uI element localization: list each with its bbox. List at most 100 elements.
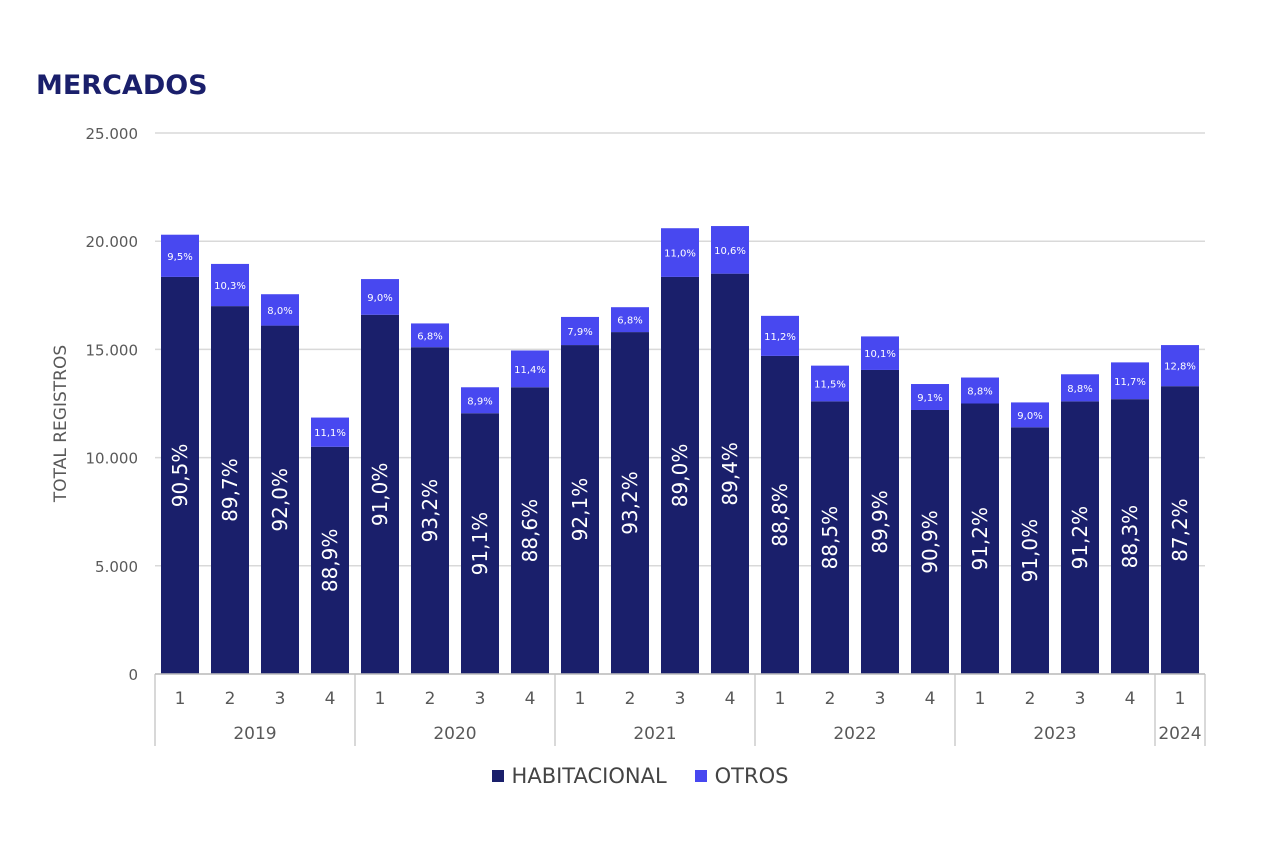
data-label-otros: 9,0% [367,293,392,304]
chart-title: MERCADOS [36,70,208,101]
y-tick-label: 5.000 [95,558,138,576]
x-tick-label: 2 [425,689,436,709]
legend-label-otros: OTROS [714,764,789,788]
data-label-habitacional: 91,1% [468,512,492,576]
y-tick-label: 15.000 [86,341,139,359]
data-label-otros: 10,6% [714,246,746,257]
x-tick-label: 1 [975,689,986,709]
data-label-habitacional: 88,5% [818,506,842,570]
bar-otros [1061,374,1099,402]
bar-habitacional [1111,399,1149,674]
x-group-label: 2024 [1158,724,1201,744]
x-tick-label: 2 [1025,689,1036,709]
data-label-habitacional: 88,9% [318,529,342,593]
x-tick-label: 4 [1125,689,1136,709]
data-label-habitacional: 87,2% [1168,498,1192,562]
y-tick-label: 0 [128,666,138,684]
data-label-habitacional: 91,2% [1068,506,1092,570]
bar-habitacional [961,403,999,674]
bar-habitacional [411,347,449,674]
data-label-otros: 9,1% [917,393,942,404]
bar-habitacional [761,355,799,674]
data-label-otros: 11,4% [514,365,546,376]
data-label-habitacional: 90,5% [168,444,192,508]
data-label-otros: 10,1% [864,349,896,360]
bar-otros [911,384,949,410]
bar-otros [261,294,299,326]
x-tick-label: 3 [275,689,286,709]
data-label-otros: 8,0% [267,306,292,317]
bar-habitacional [261,325,299,674]
bar-otros [161,234,199,277]
x-group-label: 2022 [833,724,876,744]
data-label-habitacional: 92,0% [268,468,292,532]
bar-habitacional [161,276,199,674]
y-tick-label: 25.000 [86,125,139,143]
bar-otros [461,387,499,414]
x-tick-label: 2 [825,689,836,709]
data-label-otros: 8,8% [1067,384,1092,395]
bar-habitacional [561,345,599,674]
data-label-habitacional: 91,0% [1018,519,1042,583]
chart-legend: HABITACIONAL OTROS [0,764,1280,788]
data-label-habitacional: 93,2% [418,479,442,543]
data-label-habitacional: 89,7% [218,458,242,522]
bar-habitacional [1161,386,1199,674]
data-label-habitacional: 89,0% [668,444,692,508]
legend-item-otros: OTROS [694,764,789,788]
data-label-habitacional: 92,1% [568,478,592,542]
bar-habitacional [511,387,549,674]
bar-habitacional [911,409,949,674]
bar-habitacional [461,413,499,674]
x-tick-label: 4 [925,689,936,709]
x-tick-label: 1 [1175,689,1186,709]
bar-habitacional [1061,401,1099,674]
data-label-otros: 6,8% [617,316,642,327]
bar-otros [811,365,849,402]
legend-item-habitacional: HABITACIONAL [491,764,667,788]
data-label-otros: 11,1% [314,428,346,439]
x-group-label: 2021 [633,724,676,744]
data-label-otros: 8,8% [967,387,992,398]
x-tick-label: 4 [525,689,536,709]
data-label-habitacional: 91,0% [368,463,392,527]
data-label-otros: 9,0% [1017,411,1042,422]
x-tick-label: 4 [325,689,336,709]
bar-habitacional [361,314,399,674]
bar-otros [1011,402,1049,428]
data-label-otros: 9,5% [167,252,192,263]
bar-habitacional [1011,427,1049,674]
x-group-label: 2019 [233,724,276,744]
bar-otros [711,226,749,274]
data-label-habitacional: 90,9% [918,510,942,574]
bar-otros [611,307,649,333]
bar-otros [361,279,399,315]
data-label-otros: 8,9% [467,396,492,407]
bar-otros [861,336,899,370]
x-group-label: 2020 [433,724,476,744]
bar-habitacional [861,369,899,674]
y-tick-label: 20.000 [86,233,139,251]
y-tick-label: 10.000 [86,450,139,468]
bar-otros [1111,362,1149,400]
bar-habitacional [661,276,699,674]
x-group-label: 2023 [1033,724,1076,744]
x-tick-label: 1 [375,689,386,709]
x-tick-label: 1 [175,689,186,709]
data-label-otros: 6,8% [417,331,442,342]
bar-otros [1161,345,1199,387]
bar-habitacional [811,401,849,674]
x-tick-label: 2 [225,689,236,709]
x-tick-label: 3 [1075,689,1086,709]
bar-otros [661,228,699,277]
x-tick-label: 2 [625,689,636,709]
legend-swatch-otros [694,770,707,782]
bar-otros [511,350,549,388]
bar-otros [311,417,349,447]
data-label-habitacional: 88,8% [768,483,792,547]
bar-otros [761,315,799,356]
x-tick-label: 3 [875,689,886,709]
bar-otros [211,263,249,307]
data-label-otros: 7,9% [567,327,592,338]
data-label-otros: 12,8% [1164,362,1196,373]
